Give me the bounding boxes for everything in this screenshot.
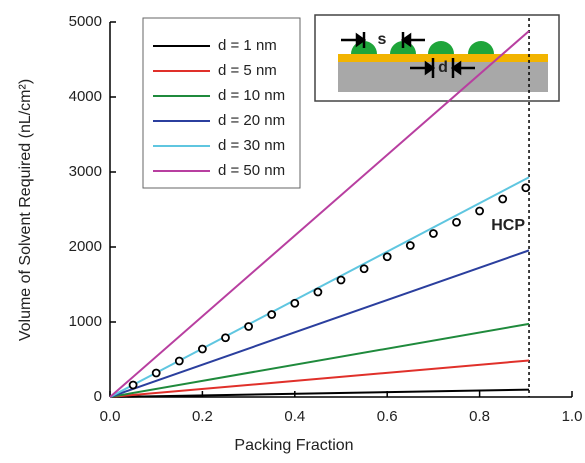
y-tick-label: 1000 [69, 313, 102, 330]
data-point [290, 298, 300, 308]
hcp-label: HCP [491, 217, 525, 234]
data-point [174, 356, 184, 366]
data-point [313, 287, 323, 297]
y-tick-label: 5000 [69, 13, 102, 30]
series-line [109, 359, 530, 398]
y-tick-label: 3000 [69, 163, 102, 180]
data-point [151, 368, 161, 378]
series-line [109, 322, 530, 398]
x-tick-label: 1.0 [562, 408, 583, 425]
legend-label: d = 1 nm [218, 37, 277, 54]
data-point [428, 229, 438, 238]
legend-label: d = 20 nm [218, 112, 285, 129]
x-tick-label: 0.4 [284, 408, 305, 425]
data-point [128, 380, 138, 390]
y-tick-label: 2000 [69, 238, 102, 255]
legend-label: d = 10 nm [218, 87, 285, 104]
inset-label: s [378, 31, 387, 48]
legend-label: d = 30 nm [218, 137, 285, 154]
x-tick-label: 0.6 [377, 408, 398, 425]
inset-label: d [438, 59, 448, 76]
x-tick-label: 0.0 [100, 408, 121, 425]
data-point [452, 217, 461, 227]
data-point [221, 333, 230, 343]
data-point [267, 310, 277, 319]
x-axis-label: Packing Fraction [234, 437, 353, 454]
legend-label: d = 5 nm [218, 62, 277, 79]
data-point [197, 344, 207, 354]
inset-diagram: s d [314, 14, 560, 102]
data-point [244, 322, 254, 331]
data-point [336, 275, 346, 285]
series-line [109, 30, 530, 398]
data-point [498, 194, 508, 204]
y-tick-label: 4000 [69, 88, 102, 105]
data-point [359, 264, 369, 274]
series-line [109, 388, 530, 398]
series-line [109, 176, 530, 398]
data-point [382, 252, 392, 262]
legend: d = 1 nm d = 5 nm d = 10 nm d = 20 nm d = 30… [142, 17, 301, 189]
data-point [521, 183, 531, 193]
y-axis-label: Volume of Solvent Required (nL/cm²) [17, 79, 34, 341]
legend-label: d = 50 nm [218, 162, 285, 179]
data-point [405, 241, 415, 250]
x-tick-label: 0.2 [192, 408, 213, 425]
series-line [109, 249, 530, 398]
x-tick-label: 0.8 [469, 408, 490, 425]
y-tick-label: 0 [94, 388, 102, 405]
data-point [475, 206, 485, 216]
